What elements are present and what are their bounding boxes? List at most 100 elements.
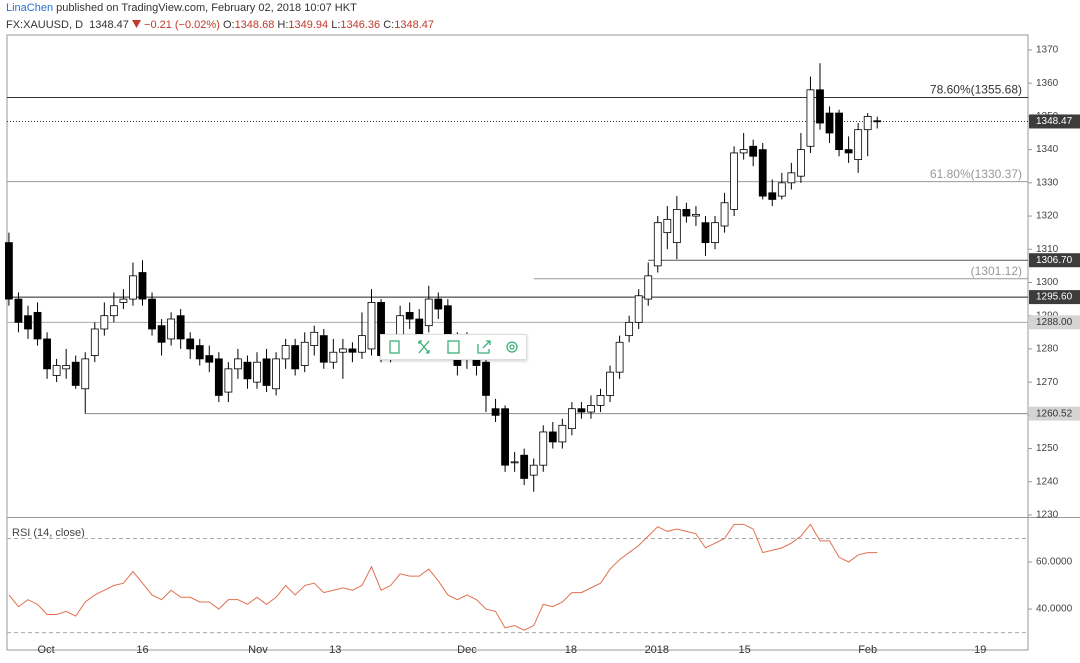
candle-body (224, 368, 233, 393)
candle-body (291, 345, 300, 370)
candle-body (90, 328, 99, 356)
fib-label: 61.80%(1330.37) (930, 167, 1022, 181)
candle-body (167, 318, 176, 340)
ohlc-key: H: (277, 19, 289, 31)
symbol-line: FX:XAUUSD, D 1348.47 −0.21 (−0.02%) O:13… (6, 19, 434, 31)
icon-save[interactable] (447, 340, 460, 354)
y-tick-label: 1250 (1036, 443, 1059, 454)
candle-body (367, 302, 376, 350)
level-box (1029, 290, 1080, 305)
level-label: 1295.60 (1036, 292, 1073, 303)
x-tick-label: 19 (974, 644, 986, 656)
candle-body (758, 149, 767, 197)
candle-body (653, 222, 662, 267)
candle-body (615, 341, 624, 373)
candle-body (348, 348, 357, 353)
rsi-title: RSI (14, close) (12, 527, 85, 539)
y-tick-label: 1240 (1036, 476, 1059, 487)
candle-body (5, 242, 13, 300)
candle-body (739, 149, 748, 154)
candle-body (596, 395, 605, 406)
ohlc-key: O: (222, 19, 235, 31)
level-box (1029, 315, 1080, 330)
candle-body (157, 325, 166, 343)
drawing-toolbar (380, 334, 527, 360)
symbol: FX:XAUUSD, D (6, 19, 84, 31)
candle-body (711, 222, 719, 244)
y-tick-label: 1270 (1036, 377, 1059, 388)
published: published on TradingView.com, February 0… (56, 2, 357, 14)
candle-body (129, 275, 137, 300)
candle-body (520, 454, 529, 479)
candle-body (606, 371, 614, 396)
candle-body (692, 213, 700, 217)
author[interactable]: LinaChen (6, 2, 54, 14)
ohlc-value: 1346.36 (340, 19, 381, 31)
candle-body (510, 461, 519, 464)
candle-body (319, 335, 328, 363)
candle-body (119, 298, 128, 303)
x-tick-label: 15 (738, 644, 750, 656)
y-tick-label: 1320 (1036, 211, 1059, 222)
icon-template[interactable] (389, 340, 400, 354)
y-tick-label: 1360 (1036, 78, 1059, 89)
candle-body (730, 152, 739, 210)
candle-body (768, 192, 777, 200)
candle-body (482, 361, 490, 396)
candle-body (835, 112, 843, 151)
x-tick-label: Nov (248, 644, 268, 656)
candle-body (682, 208, 691, 217)
y-tick-label: 1330 (1036, 177, 1059, 188)
x-tick-label: 2018 (645, 644, 669, 656)
candle-body (186, 338, 195, 350)
candle-body (701, 222, 710, 244)
frame (6, 34, 1029, 651)
x-tick-label: Feb (858, 644, 877, 656)
candle-body (663, 218, 672, 234)
icon-settings[interactable] (506, 341, 518, 353)
icon-fit[interactable] (418, 340, 430, 354)
y-tick-label: 1340 (1036, 144, 1059, 155)
candle-body (338, 348, 347, 353)
x-tick-label: 16 (136, 644, 148, 656)
icon-share[interactable] (477, 340, 491, 354)
y-tick-label: 1280 (1036, 344, 1059, 355)
candle-body (816, 89, 824, 124)
candle-body (100, 315, 109, 330)
candle-body (491, 408, 500, 416)
candle-body (205, 355, 214, 363)
candle-body (854, 129, 863, 160)
candle-body (243, 361, 252, 380)
candle-body (272, 358, 280, 390)
candle-body (539, 431, 548, 466)
candle-body (567, 408, 576, 430)
x-tick-label: 18 (565, 644, 577, 656)
candle-body (262, 358, 271, 386)
level-box (1029, 253, 1080, 268)
candle-body (71, 361, 80, 386)
candle-body (587, 404, 595, 413)
candle-body (777, 182, 786, 197)
candle-body (33, 311, 42, 340)
candle-body (234, 358, 242, 370)
level-label: 1306.70 (1036, 255, 1073, 266)
candle-body (825, 112, 834, 134)
level-box (1029, 406, 1080, 421)
candle-body (625, 321, 634, 337)
down-arrow (131, 20, 141, 28)
candle-body (529, 464, 538, 476)
candle-body (634, 295, 643, 323)
candle-body (14, 298, 23, 323)
level-label: 1288.00 (1036, 317, 1073, 328)
fib-label: (1301.12) (971, 264, 1022, 278)
x-tick-label: Dec (457, 644, 477, 656)
candle-body (214, 358, 223, 396)
candle-body (672, 208, 681, 244)
candle-body (644, 275, 653, 300)
candle-body (24, 315, 32, 330)
candle-body (310, 331, 319, 346)
candle-body (577, 408, 586, 413)
ohlc-key: C: (383, 19, 395, 31)
publish-line: LinaChen published on TradingView.com, F… (6, 2, 357, 14)
